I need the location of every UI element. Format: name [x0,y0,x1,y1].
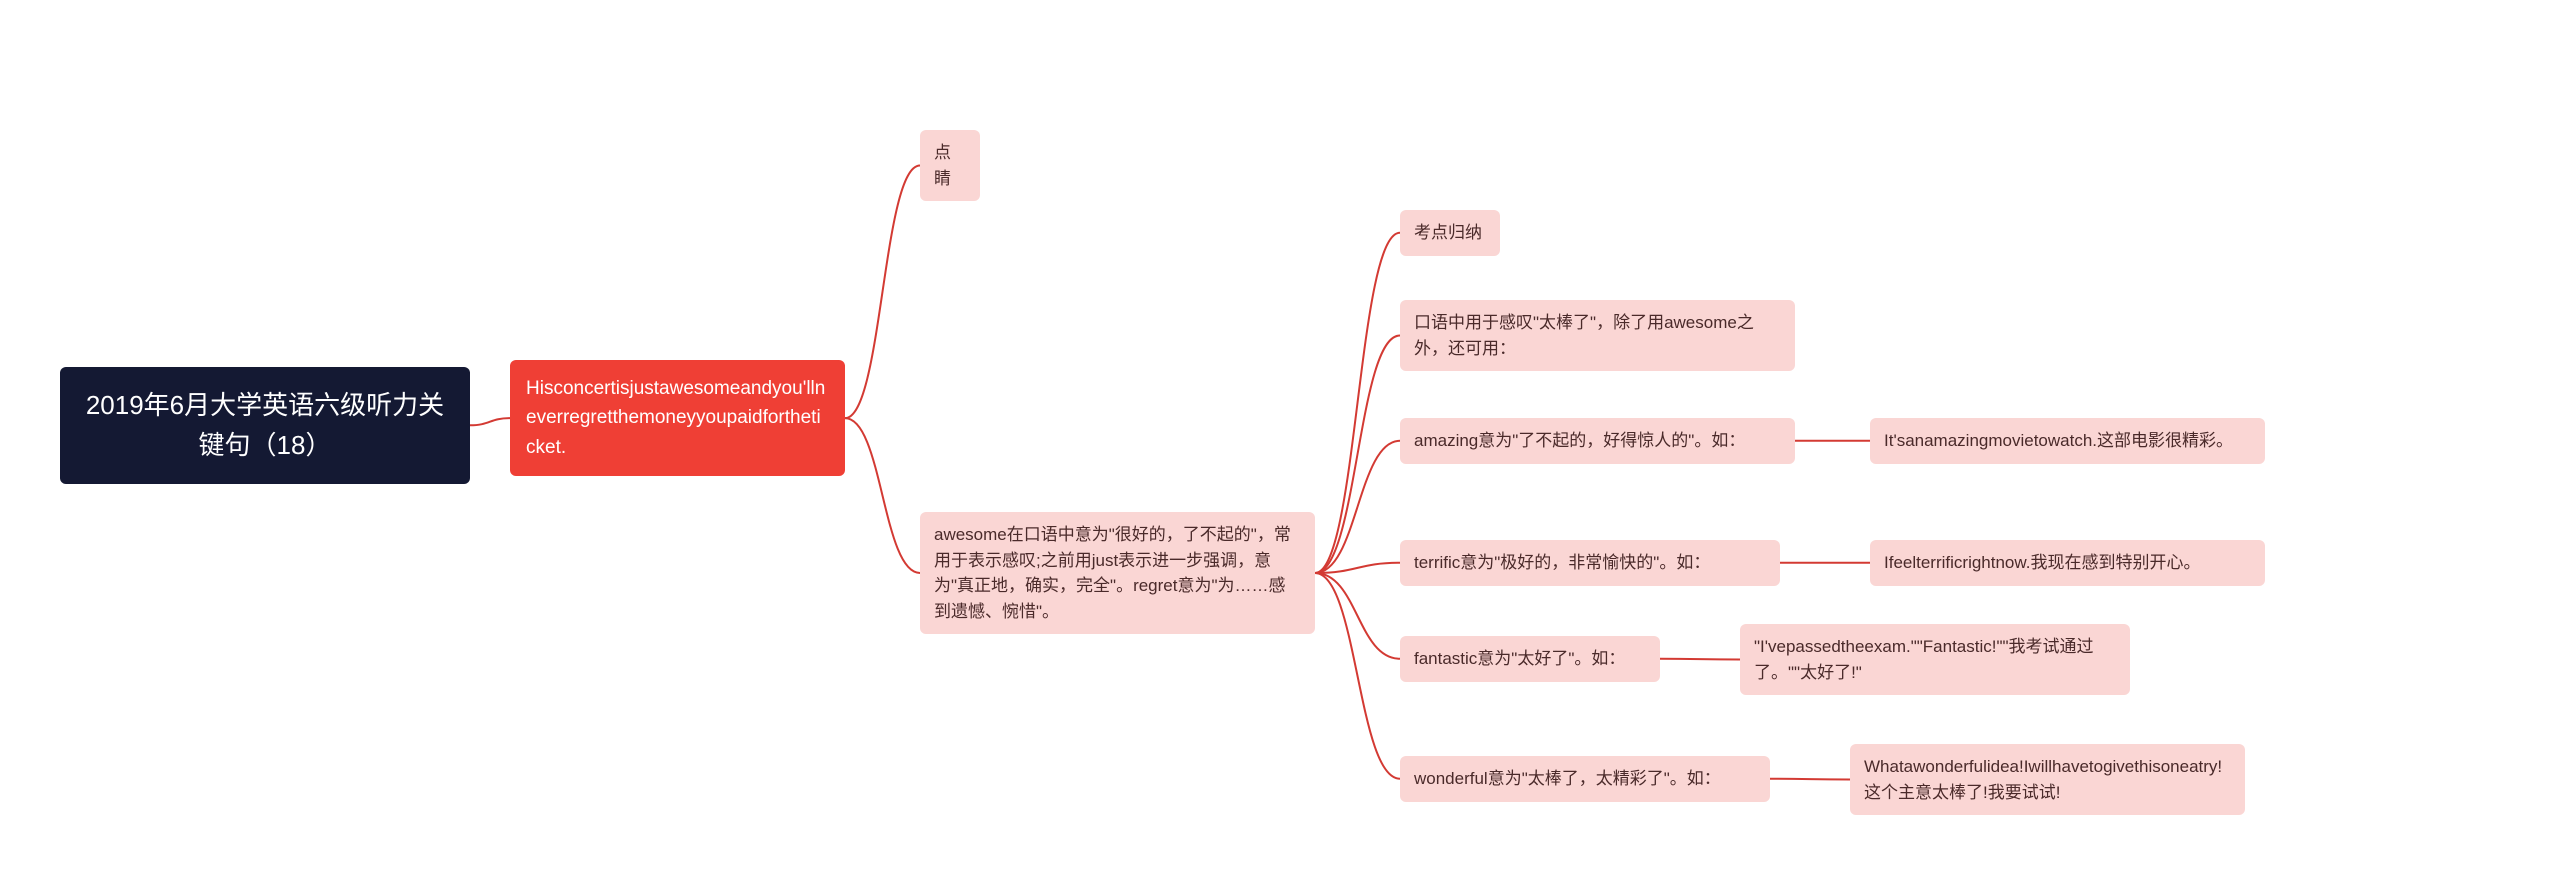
amazing-example-node: It'sanamazingmovietowatch.这部电影很精彩。 [1870,418,2265,464]
kaodian-node: 考点归纳 [1400,210,1500,256]
explain-node: awesome在口语中意为"很好的，了不起的"，常用于表示感叹;之前用just表… [920,512,1315,634]
amazing-node: amazing意为"了不起的，好得惊人的"。如： [1400,418,1795,464]
sentence-node: Hisconcertisjustawesomeandyou'llneverreg… [510,360,845,476]
terrific-example-node: Ifeelterrificrightnow.我现在感到特别开心。 [1870,540,2265,586]
terrific-node: terrific意为"极好的，非常愉快的"。如： [1400,540,1780,586]
wonderful-node: wonderful意为"太棒了，太精彩了"。如： [1400,756,1770,802]
fantastic-node: fantastic意为"太好了"。如： [1400,636,1660,682]
root-node: 2019年6月大学英语六级听力关键句（18） [60,367,470,484]
dianjing-node: 点睛 [920,130,980,201]
wonderful-example-node: Whatawonderfulidea!Iwillhavetogivethison… [1850,744,2245,815]
fantastic-example-node: "I'vepassedtheexam.""Fantastic!""我考试通过了。… [1740,624,2130,695]
intro-node: 口语中用于感叹"太棒了"，除了用awesome之外，还可用： [1400,300,1795,371]
